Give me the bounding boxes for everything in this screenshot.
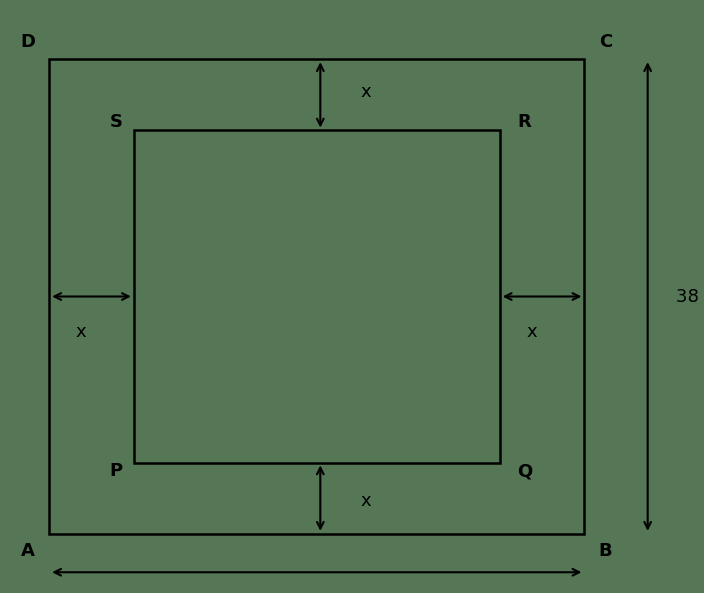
Bar [49,59,584,534]
Text: x: x [75,323,87,341]
Text: Q: Q [517,463,532,480]
Text: 38 m: 38 m [676,288,704,305]
Text: A: A [21,543,35,560]
Text: x: x [360,83,372,101]
Text: D: D [20,33,36,50]
Bar [134,130,500,463]
Text: B: B [598,543,612,560]
Text: x: x [360,492,372,510]
Text: R: R [517,113,532,130]
Text: S: S [110,113,122,130]
Text: P: P [110,463,122,480]
Text: x: x [526,323,537,341]
Text: C: C [599,33,612,50]
